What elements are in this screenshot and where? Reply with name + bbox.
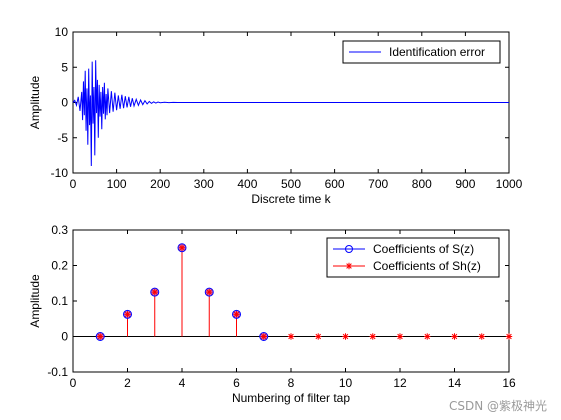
stem-marker-star [287,333,295,340]
stem-marker-star [342,333,349,340]
stem-marker-star [178,244,186,251]
stem-marker-star [451,333,458,340]
x-tick-label: 900 [455,177,475,191]
y-axis-label: Amplitude [28,76,42,130]
y-tick-label: 0 [61,96,68,110]
y-tick-label: 0.1 [51,294,68,308]
x-tick-label: 0 [70,376,77,390]
y-tick-label: -5 [57,131,68,145]
x-tick-label: 4 [179,376,186,390]
x-tick-label: 500 [281,177,301,191]
x-tick-label: 16 [502,376,516,390]
stem-marker-star [396,333,404,340]
stem-marker-star [505,333,513,340]
stem-marker-star [233,311,240,318]
legend-entry: Coefficients of Sh(z) [373,259,481,273]
stem-marker-star [424,333,431,340]
legend-entry: Coefficients of S(z) [373,242,474,256]
x-axis-label: Discrete time k [251,192,331,206]
legend: Coefficients of S(z) Coefficients of Sh(z… [326,237,500,278]
x-axis-label: Numbering of filter tap [232,391,350,405]
x-tick-label: 0 [70,177,77,191]
legend: Identification error [342,40,501,64]
legend-circle-icon [345,245,353,253]
x-tick-label: 100 [107,177,127,191]
y-tick-label: 5 [61,60,68,74]
x-tick-label: 700 [368,177,388,191]
x-tick-label: 12 [393,376,407,390]
x-tick-label: 8 [288,376,295,390]
y-axis-label: Amplitude [28,274,42,328]
x-tick-label: 10 [339,376,353,390]
legend-entry: Identification error [389,45,485,59]
legend-star-icon [345,262,353,270]
x-tick-label: 300 [194,177,214,191]
x-tick-label: 2 [124,376,131,390]
y-tick-label: -0.1 [47,365,68,379]
x-tick-label: 6 [233,376,240,390]
chart-1: 0 100 200 300 400 500 600 700 800 900 1000 -10 -5 0 5 1… [28,25,523,206]
y-tick-label: 0 [61,330,68,344]
stem-marker-star [260,333,267,340]
series-line [72,60,509,166]
stem-marker-star [315,333,322,340]
watermark: CSDN @紫极神光 [448,399,547,413]
y-tick-label: 0.3 [51,223,68,237]
x-tick-label: 600 [325,177,345,191]
y-tick-label: -10 [51,166,69,180]
x-tick-label: 1000 [496,177,523,191]
stem-marker-star [206,288,213,296]
x-tick-label: 800 [412,177,432,191]
x-tick-label: 200 [150,177,170,191]
x-tick-label: 400 [237,177,257,191]
x-tick-label: 14 [448,376,462,390]
stem-marker-star [369,333,376,340]
y-tick-label: 10 [55,25,69,39]
legend-box [326,237,500,278]
y-tick-label: 0.2 [51,259,68,273]
stem-marker-star [124,311,131,318]
legend-box [342,40,501,64]
stem-marker-star [151,288,158,296]
stem-marker-star [97,333,104,340]
stem-marker-star [478,333,485,340]
